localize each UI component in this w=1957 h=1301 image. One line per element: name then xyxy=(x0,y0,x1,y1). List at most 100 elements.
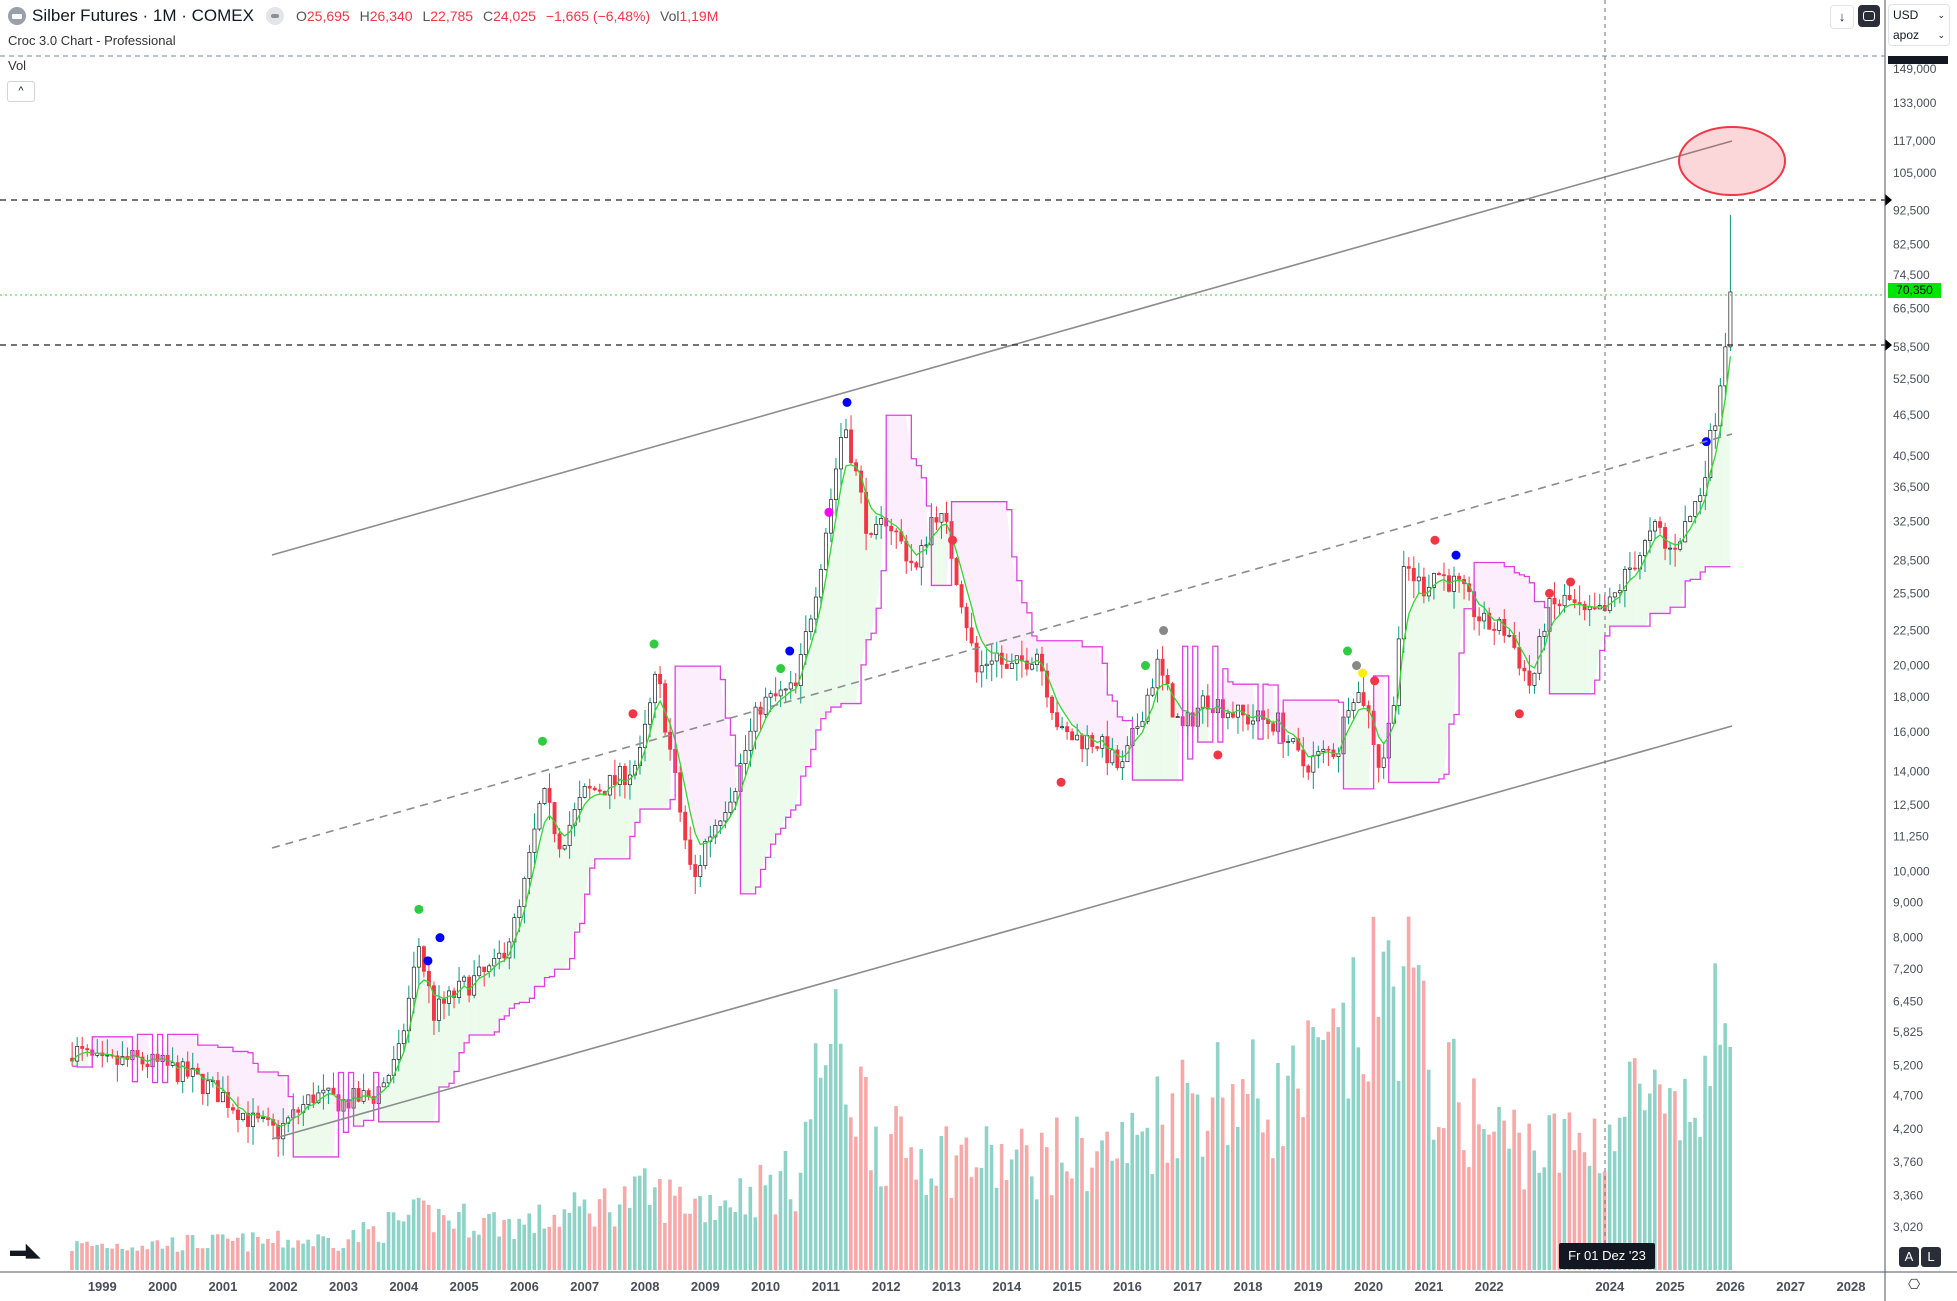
candle-body xyxy=(537,803,542,830)
candle-body xyxy=(1120,761,1125,769)
volume-bar xyxy=(648,1204,652,1270)
indicator-fill-segment xyxy=(1599,606,1605,651)
volume-bar xyxy=(1452,1038,1456,1270)
volume-bar xyxy=(160,1248,165,1270)
year-tick-label: 2019 xyxy=(1294,1279,1323,1294)
fullscreen-button[interactable] xyxy=(1858,5,1880,27)
volume-bar xyxy=(130,1247,135,1270)
indicator-legend[interactable]: Croc 3.0 Chart - Professional xyxy=(8,33,176,48)
indicator-fill-segment xyxy=(484,972,490,1035)
indicator-fill-segment xyxy=(1333,700,1339,754)
volume-bar xyxy=(1321,1039,1325,1270)
target-ellipse[interactable] xyxy=(1678,126,1786,196)
indicator-fill-segment xyxy=(187,1034,193,1070)
volume-bar xyxy=(924,1195,928,1270)
volume-bar xyxy=(110,1248,114,1270)
tradingview-logo[interactable]: ▬◣ xyxy=(10,1240,40,1260)
volume-bar xyxy=(281,1247,285,1270)
currency-unit-selector[interactable]: USD ⌄ apoz ⌄ xyxy=(1888,4,1950,46)
settings-icon[interactable]: ⎔ xyxy=(1908,1276,1921,1292)
volume-bar xyxy=(1190,1093,1195,1270)
volume-bar xyxy=(406,1214,411,1270)
candle-body xyxy=(668,731,673,750)
indicator-fill-segment xyxy=(1323,700,1329,753)
indicator-fill-segment xyxy=(991,501,997,654)
symbol-title[interactable]: Silber Futures · 1M · COMEX xyxy=(32,6,254,25)
indicator-fill-segment xyxy=(765,709,771,858)
collapse-button[interactable]: ^ xyxy=(7,81,35,102)
indicator-fill-segment xyxy=(936,525,942,586)
volume-bar xyxy=(838,1043,843,1270)
candle-body xyxy=(140,1056,145,1065)
candle-body xyxy=(788,682,793,690)
open-value: 25,695 xyxy=(306,8,350,24)
volume-bar xyxy=(1120,1121,1124,1270)
volume-bar xyxy=(658,1178,662,1270)
indicator-fill-segment xyxy=(1529,582,1535,668)
indicator-fill-segment xyxy=(599,794,605,859)
indicator-fill-segment xyxy=(1720,397,1726,567)
price-tick-label: 74,500 xyxy=(1893,268,1930,282)
time-axis[interactable]: 1999 2000 2001 2002 2003 2004 2005 2006 2007 2008… xyxy=(88,1279,1866,1294)
volume-bar xyxy=(788,1199,793,1270)
indicator-fill-segment xyxy=(273,1071,279,1127)
indicator-fill-segment xyxy=(469,984,475,1035)
volume-bar xyxy=(763,1185,768,1270)
volume-bar xyxy=(1045,1147,1049,1270)
volume-bar xyxy=(70,1250,74,1270)
indicator-fill-segment xyxy=(489,967,495,1035)
channel-upper-line[interactable] xyxy=(271,140,1733,556)
indicator-fill-segment xyxy=(132,1034,138,1082)
volume-bar xyxy=(884,1185,888,1270)
volume-legend[interactable]: Vol xyxy=(8,58,27,73)
candle-body xyxy=(718,820,723,826)
scroll-down-button[interactable]: ↓ xyxy=(1830,5,1854,29)
candle-body xyxy=(1075,734,1080,741)
indicator-fill-segment xyxy=(1655,534,1661,614)
candle-body xyxy=(231,1107,235,1111)
volume-bar xyxy=(371,1226,376,1270)
indicator-fill-segment xyxy=(529,866,535,999)
indicator-fill-segment xyxy=(886,415,892,524)
price-tick-label: 14,000 xyxy=(1893,764,1930,778)
volume-bar xyxy=(1291,1045,1295,1270)
indicator-fill-segment xyxy=(162,1034,168,1083)
volume-bar xyxy=(85,1241,89,1270)
indicator-fill-segment xyxy=(444,996,450,1088)
indicator-fill-segment xyxy=(856,466,862,704)
volume-bar xyxy=(753,1217,758,1270)
candle-body xyxy=(281,1122,286,1140)
candle-body xyxy=(1527,670,1532,686)
signal-dot xyxy=(1566,577,1576,587)
log-scale-button[interactable]: L xyxy=(1921,1247,1941,1267)
unit-select[interactable]: apoz ⌄ xyxy=(1889,25,1949,45)
price-axis[interactable]: 149,000 133,000 117,000 105,000 92,500 82,500… xyxy=(1893,62,1937,1234)
indicator-fill-segment xyxy=(268,1071,274,1121)
candle-body xyxy=(879,518,884,525)
candle-body xyxy=(728,801,733,813)
indicator-fill-segment xyxy=(117,1036,123,1059)
volume-bar xyxy=(587,1213,592,1270)
candle-body xyxy=(979,665,984,673)
auto-scale-button[interactable]: A xyxy=(1899,1247,1919,1267)
volume-bar xyxy=(1366,1081,1371,1270)
volume-bar xyxy=(1085,1191,1089,1270)
indicator-fill-segment xyxy=(800,660,806,777)
candle-body xyxy=(225,1092,230,1108)
hide-legend-icon[interactable] xyxy=(266,7,284,25)
channel-lower-line[interactable] xyxy=(271,725,1733,1140)
volume-bar xyxy=(803,1121,808,1270)
volume-bar xyxy=(1019,1128,1024,1270)
indicator-fill-segment xyxy=(876,513,882,609)
price-tick-label: 105,000 xyxy=(1893,166,1937,180)
currency-select[interactable]: USD ⌄ xyxy=(1889,5,1949,25)
candle-body xyxy=(934,517,939,523)
candle-body xyxy=(1552,598,1557,605)
indicator-fill-segment xyxy=(609,786,615,859)
volume-bar xyxy=(1522,1189,1526,1270)
candle-body xyxy=(1296,738,1301,751)
volume-bar xyxy=(326,1237,331,1270)
indicator-fill-segment xyxy=(539,822,545,987)
channel-mid-line[interactable] xyxy=(271,433,1733,849)
